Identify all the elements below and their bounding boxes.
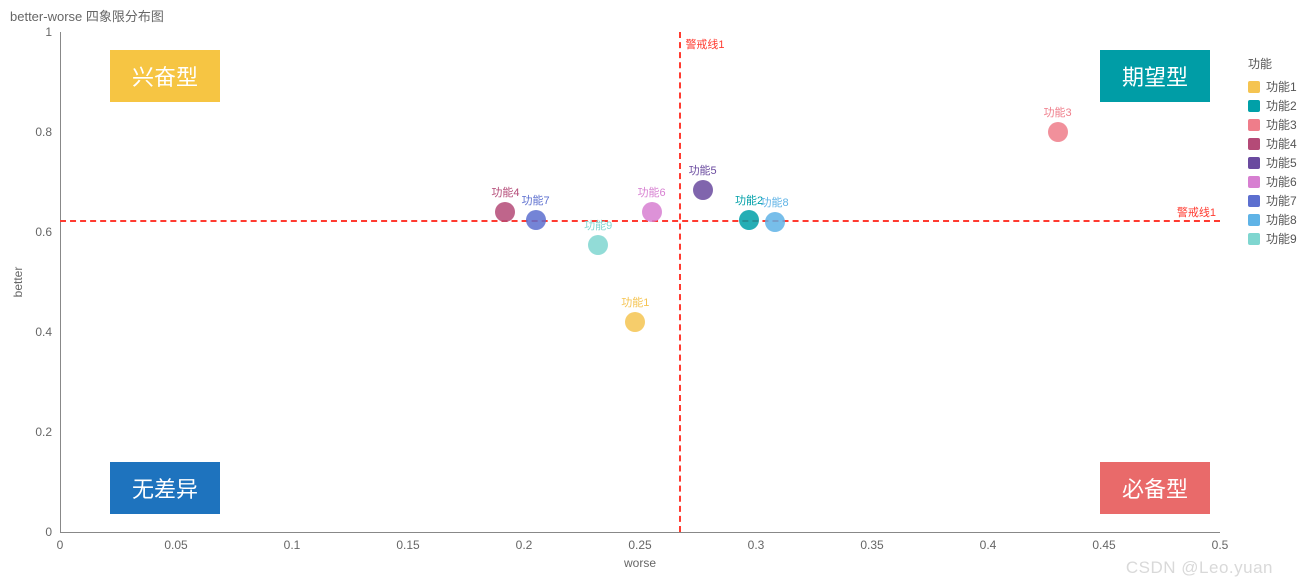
legend-label: 功能3 xyxy=(1266,116,1297,133)
chart-title: better-worse 四象限分布图 xyxy=(10,6,164,25)
legend-swatch xyxy=(1248,176,1260,188)
data-point-label: 功能1 xyxy=(621,294,649,310)
y-tick-label: 0 xyxy=(45,525,52,539)
legend-item[interactable]: 功能7 xyxy=(1248,192,1297,209)
legend-swatch xyxy=(1248,100,1260,112)
quadrant-label-top-left: 兴奋型 xyxy=(110,50,220,102)
data-point[interactable] xyxy=(642,202,662,222)
y-tick-label: 0.8 xyxy=(35,125,52,139)
quadrant-label-bottom-left: 无差异 xyxy=(110,462,220,514)
legend-swatch xyxy=(1248,157,1260,169)
legend-label: 功能8 xyxy=(1266,211,1297,228)
x-tick-label: 0.25 xyxy=(628,538,651,552)
quadrant-label-top-right: 期望型 xyxy=(1100,50,1210,102)
horizontal-guide-label: 警戒线1 xyxy=(1177,204,1216,220)
x-tick-label: 0.35 xyxy=(860,538,883,552)
data-point-label: 功能5 xyxy=(689,162,717,178)
data-point-label: 功能6 xyxy=(638,184,666,200)
legend-item[interactable]: 功能3 xyxy=(1248,116,1297,133)
legend: 功能 功能1 功能2 功能3 功能4 功能5 功能6 功能7 功能8 功能9 xyxy=(1248,55,1297,249)
x-tick-label: 0.1 xyxy=(284,538,301,552)
y-tick-label: 0.4 xyxy=(35,325,52,339)
x-axis-label: worse xyxy=(624,556,656,570)
watermark: CSDN @Leo.yuan xyxy=(1126,558,1273,578)
legend-label: 功能5 xyxy=(1266,154,1297,171)
x-tick-label: 0.2 xyxy=(516,538,533,552)
data-point-label: 功能4 xyxy=(491,184,519,200)
legend-title: 功能 xyxy=(1248,55,1297,72)
legend-item[interactable]: 功能8 xyxy=(1248,211,1297,228)
data-point-label: 功能8 xyxy=(760,194,788,210)
legend-label: 功能2 xyxy=(1266,97,1297,114)
x-axis-line xyxy=(60,532,1220,533)
legend-swatch xyxy=(1248,119,1260,131)
x-tick-label: 0.15 xyxy=(396,538,419,552)
data-point-label: 功能7 xyxy=(522,192,550,208)
legend-item[interactable]: 功能4 xyxy=(1248,135,1297,152)
vertical-guide-line xyxy=(679,32,681,532)
legend-item[interactable]: 功能5 xyxy=(1248,154,1297,171)
data-point-label: 功能9 xyxy=(584,217,612,233)
plot-area: 警戒线1 警戒线1 兴奋型 期望型无差异 必备型 功能1 功能2 功能3 功能4 功能5 功能6 功能… xyxy=(60,32,1220,532)
x-tick-label: 0 xyxy=(57,538,64,552)
legend-item[interactable]: 功能1 xyxy=(1248,78,1297,95)
horizontal-guide-line xyxy=(60,220,1220,222)
data-point-label: 功能3 xyxy=(1044,104,1072,120)
vertical-guide-label: 警戒线1 xyxy=(685,36,724,52)
legend-label: 功能1 xyxy=(1266,78,1297,95)
x-tick-label: 0.4 xyxy=(980,538,997,552)
x-tick-label: 0.3 xyxy=(748,538,765,552)
y-axis-line xyxy=(60,32,61,532)
y-tick-label: 1 xyxy=(45,25,52,39)
data-point[interactable] xyxy=(739,210,759,230)
legend-swatch xyxy=(1248,195,1260,207)
legend-swatch xyxy=(1248,233,1260,245)
legend-item[interactable]: 功能6 xyxy=(1248,173,1297,190)
y-tick-label: 0.6 xyxy=(35,225,52,239)
x-tick-label: 0.45 xyxy=(1092,538,1115,552)
legend-item[interactable]: 功能2 xyxy=(1248,97,1297,114)
y-tick-label: 0.2 xyxy=(35,425,52,439)
data-point[interactable] xyxy=(1048,122,1068,142)
legend-label: 功能6 xyxy=(1266,173,1297,190)
x-tick-label: 0.5 xyxy=(1212,538,1229,552)
legend-swatch xyxy=(1248,214,1260,226)
legend-swatch xyxy=(1248,138,1260,150)
data-point[interactable] xyxy=(693,180,713,200)
x-tick-label: 0.05 xyxy=(164,538,187,552)
data-point[interactable] xyxy=(625,312,645,332)
data-point[interactable] xyxy=(526,210,546,230)
quadrant-label-bottom-right: 必备型 xyxy=(1100,462,1210,514)
legend-label: 功能9 xyxy=(1266,230,1297,247)
legend-item[interactable]: 功能9 xyxy=(1248,230,1297,247)
legend-label: 功能7 xyxy=(1266,192,1297,209)
data-point[interactable] xyxy=(588,235,608,255)
data-point[interactable] xyxy=(495,202,515,222)
legend-swatch xyxy=(1248,81,1260,93)
legend-label: 功能4 xyxy=(1266,135,1297,152)
data-point-label: 功能2 xyxy=(735,192,763,208)
y-axis-label: better xyxy=(11,267,25,298)
data-point[interactable] xyxy=(765,212,785,232)
